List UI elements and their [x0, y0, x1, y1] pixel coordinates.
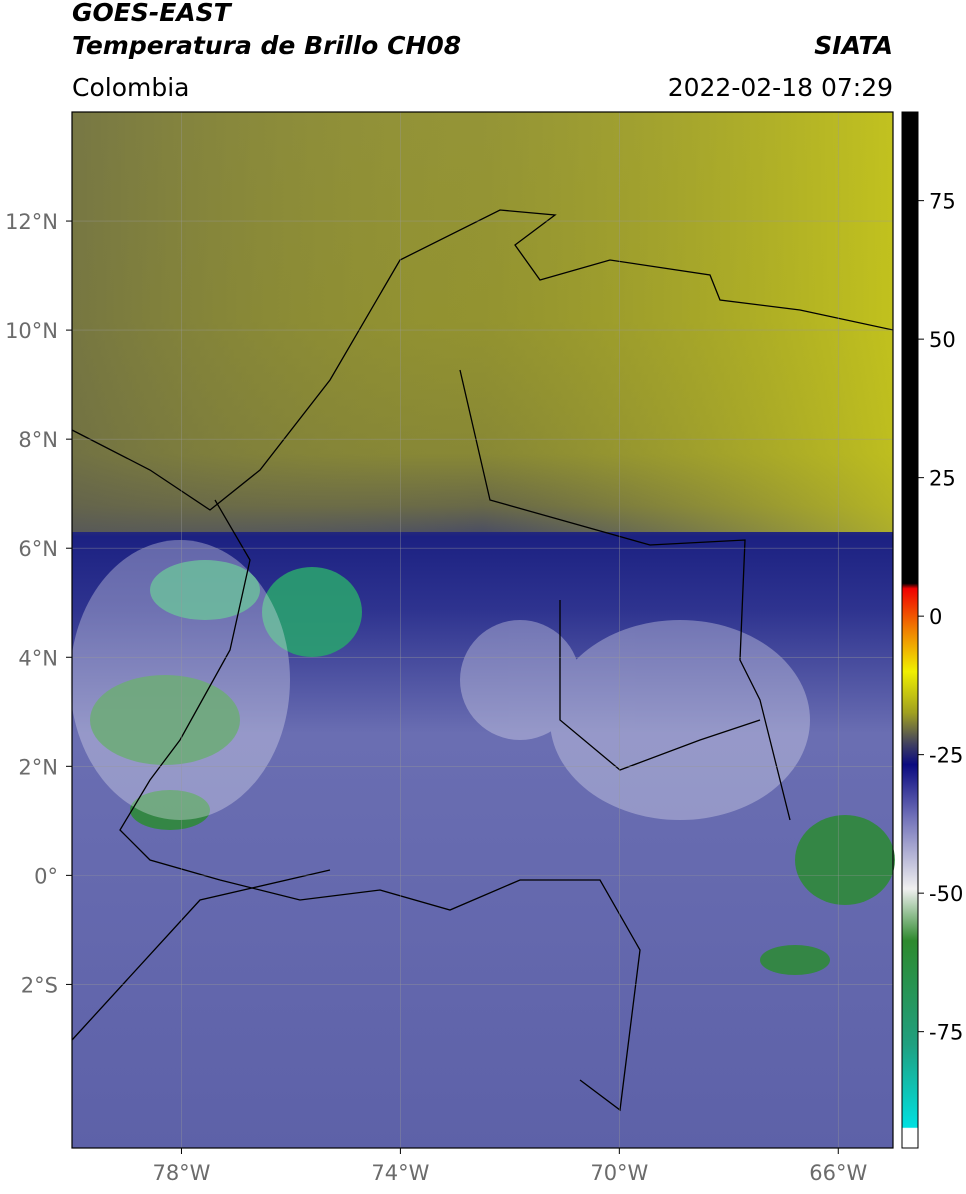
borders [71, 209, 894, 1112]
colorbar-tick-label: -25 [929, 744, 963, 768]
lon-tick-label: 70°W [590, 1161, 648, 1185]
cloud [795, 815, 895, 905]
haze [70, 540, 290, 820]
map-frame [71, 111, 894, 1149]
lat-tick-label: 6°N [18, 537, 58, 561]
cloud [760, 945, 830, 975]
border [459, 369, 791, 821]
lat-tick-label: 8°N [18, 428, 58, 452]
lon-tick-label: 66°W [809, 1161, 867, 1185]
cloud [262, 567, 362, 657]
cloud [150, 560, 260, 620]
lat-tick-label: 2°N [18, 755, 58, 779]
coastline [71, 209, 894, 511]
subtitle: Temperatura de Brillo CH08 [72, 31, 461, 60]
region: Colombia [72, 73, 189, 102]
lat-tick-label: 12°N [5, 210, 58, 234]
border [71, 869, 331, 1041]
lat-tick-label: 10°N [5, 319, 58, 343]
datetime: 2022-02-18 07:29 [668, 73, 893, 102]
colorbar-tick-label: -75 [929, 1021, 963, 1045]
colorbar-tick-label: 0 [929, 605, 942, 629]
header: GOES-EAST Temperatura de Brillo CH08 Col… [72, 0, 893, 102]
map-haze [72, 112, 893, 532]
lat-tick-label: 0° [34, 864, 58, 888]
coastline [119, 499, 251, 881]
cloud [130, 790, 210, 830]
haze [460, 620, 580, 740]
cloud [90, 675, 240, 765]
colorbar-tick-label: -50 [929, 882, 963, 906]
lon-tick-label: 74°W [371, 1161, 429, 1185]
border [559, 600, 761, 771]
colorbar-ramp [901, 111, 919, 1149]
colorbar-tick-label: 25 [929, 467, 956, 491]
lat-tick-label: 2°S [21, 973, 58, 997]
cloud-haze [70, 540, 810, 820]
cold-clouds [90, 560, 895, 975]
border [219, 879, 641, 1112]
colorbar: 75 50 25 0 -25 -50 -75 [901, 111, 963, 1149]
lon-tick-label: 78°W [152, 1161, 210, 1185]
haze [550, 620, 810, 820]
colorbar-tick-label: 75 [929, 190, 956, 214]
colorbar-tick-label: 50 [929, 328, 956, 352]
source: SIATA [814, 31, 893, 60]
title: GOES-EAST [72, 0, 233, 27]
lat-tick-label: 4°N [18, 646, 58, 670]
map [70, 111, 895, 1149]
